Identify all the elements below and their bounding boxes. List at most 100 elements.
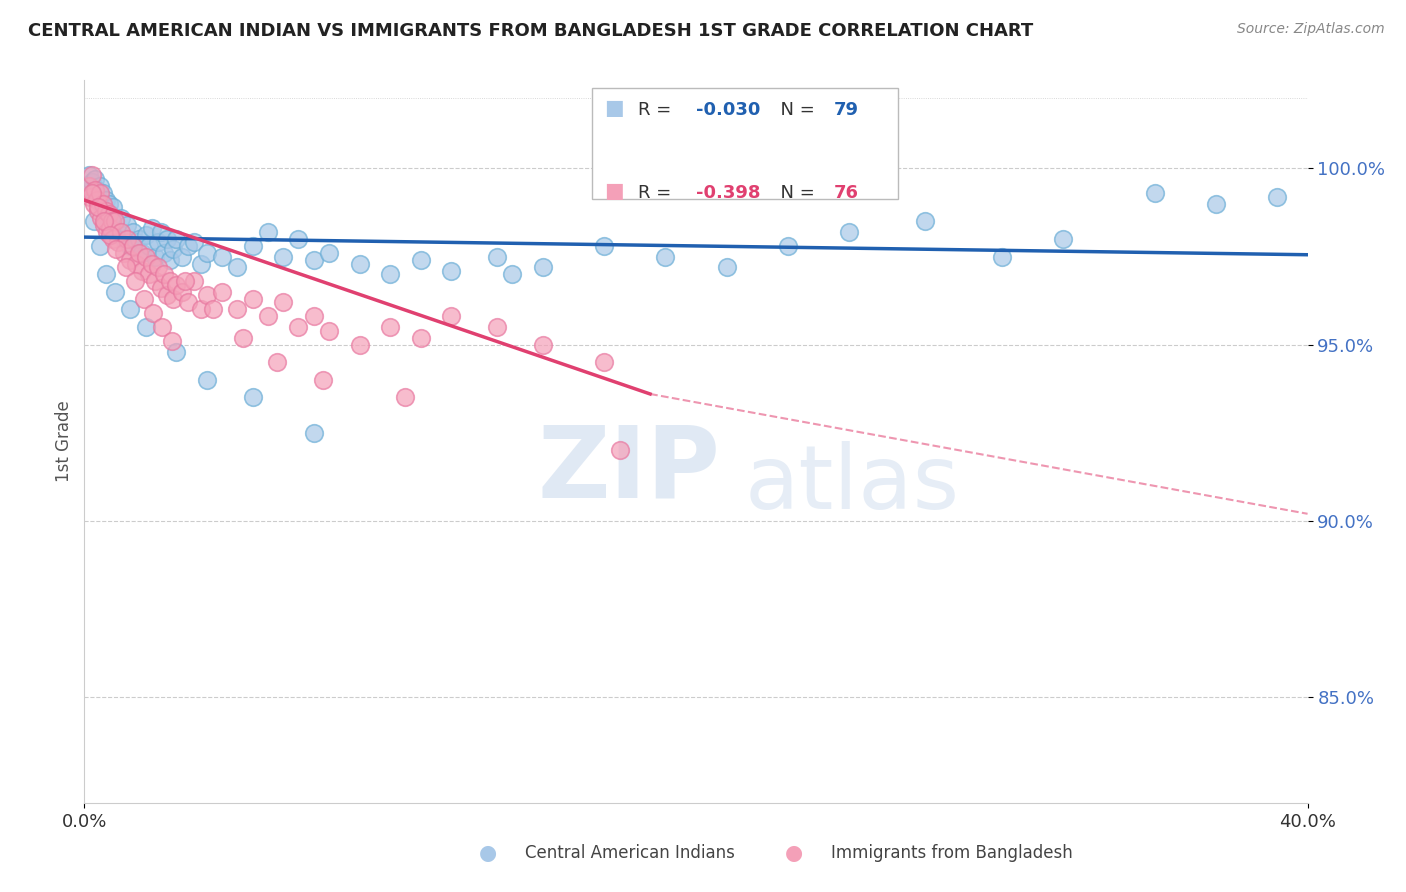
Point bbox=[257, 225, 280, 239]
Point bbox=[1265, 189, 1288, 203]
Point bbox=[195, 246, 218, 260]
Point bbox=[131, 263, 153, 277]
Point bbox=[115, 232, 138, 246]
Point bbox=[159, 274, 181, 288]
Point bbox=[195, 288, 218, 302]
Point bbox=[138, 239, 160, 253]
Point bbox=[115, 218, 138, 232]
Point bbox=[593, 239, 616, 253]
Point bbox=[87, 189, 110, 203]
Point bbox=[96, 214, 118, 228]
Point bbox=[83, 186, 105, 200]
Point bbox=[101, 214, 124, 228]
Y-axis label: 1st Grade: 1st Grade bbox=[55, 401, 73, 483]
Point bbox=[211, 250, 233, 264]
Point bbox=[195, 373, 218, 387]
Point bbox=[271, 250, 294, 264]
Point bbox=[242, 391, 264, 405]
Text: ZIP: ZIP bbox=[537, 422, 720, 519]
Point bbox=[531, 260, 554, 274]
Point bbox=[914, 214, 936, 228]
Point bbox=[190, 256, 212, 270]
Point bbox=[177, 295, 200, 310]
Text: ■: ■ bbox=[605, 98, 624, 119]
Point bbox=[183, 235, 205, 250]
Point bbox=[312, 373, 335, 387]
Point bbox=[135, 320, 157, 334]
Point bbox=[531, 337, 554, 351]
Point bbox=[302, 310, 325, 324]
Point bbox=[349, 337, 371, 351]
Text: N =: N = bbox=[769, 184, 821, 202]
Point bbox=[142, 306, 165, 320]
Point bbox=[112, 246, 135, 260]
Point bbox=[86, 193, 108, 207]
Point bbox=[93, 203, 115, 218]
Point bbox=[502, 267, 524, 281]
Point bbox=[266, 355, 288, 369]
Point bbox=[135, 250, 157, 264]
Point bbox=[183, 274, 205, 288]
Point bbox=[156, 288, 179, 302]
Point bbox=[146, 260, 169, 274]
Point bbox=[80, 186, 103, 200]
Point bbox=[287, 232, 309, 246]
Point bbox=[486, 250, 509, 264]
Text: Central American Indians: Central American Indians bbox=[524, 845, 734, 863]
Point bbox=[114, 260, 136, 274]
Point bbox=[79, 179, 101, 194]
Point bbox=[287, 320, 309, 334]
Point bbox=[83, 214, 105, 228]
Point bbox=[159, 253, 181, 268]
Point bbox=[242, 292, 264, 306]
Point bbox=[1052, 232, 1074, 246]
Point bbox=[165, 232, 187, 246]
Point bbox=[77, 179, 100, 194]
Text: 76: 76 bbox=[834, 184, 859, 202]
Point bbox=[104, 214, 127, 228]
Point bbox=[101, 221, 124, 235]
Point bbox=[174, 274, 197, 288]
Point bbox=[87, 200, 110, 214]
Point bbox=[104, 285, 127, 299]
Text: Immigrants from Bangladesh: Immigrants from Bangladesh bbox=[831, 845, 1073, 863]
Point bbox=[232, 330, 254, 344]
Point bbox=[156, 232, 179, 246]
Point bbox=[124, 274, 146, 288]
Point bbox=[302, 425, 325, 440]
Point bbox=[776, 239, 799, 253]
Point bbox=[91, 196, 114, 211]
Text: -0.030: -0.030 bbox=[696, 101, 761, 119]
Point bbox=[349, 256, 371, 270]
Point bbox=[271, 295, 294, 310]
Point bbox=[120, 302, 142, 317]
Point bbox=[90, 196, 112, 211]
Point bbox=[79, 189, 101, 203]
Point bbox=[380, 267, 402, 281]
Point bbox=[257, 310, 280, 324]
Point bbox=[654, 250, 676, 264]
Point bbox=[131, 246, 153, 260]
Point bbox=[97, 207, 120, 221]
Point bbox=[86, 182, 108, 196]
Point bbox=[84, 182, 107, 196]
Point bbox=[141, 256, 163, 270]
Point bbox=[112, 232, 135, 246]
Text: 79: 79 bbox=[834, 101, 859, 119]
Text: Source: ZipAtlas.com: Source: ZipAtlas.com bbox=[1237, 22, 1385, 37]
Point bbox=[98, 221, 121, 235]
Point bbox=[97, 196, 120, 211]
Point bbox=[104, 214, 127, 228]
Point bbox=[160, 334, 183, 348]
Point bbox=[77, 169, 100, 183]
Point bbox=[318, 324, 340, 338]
Point bbox=[128, 232, 150, 246]
Point bbox=[128, 246, 150, 260]
Point bbox=[120, 239, 142, 253]
Point bbox=[122, 225, 145, 239]
Point bbox=[80, 176, 103, 190]
Point bbox=[302, 253, 325, 268]
Point bbox=[107, 235, 129, 250]
Point bbox=[132, 292, 155, 306]
Point bbox=[165, 344, 187, 359]
